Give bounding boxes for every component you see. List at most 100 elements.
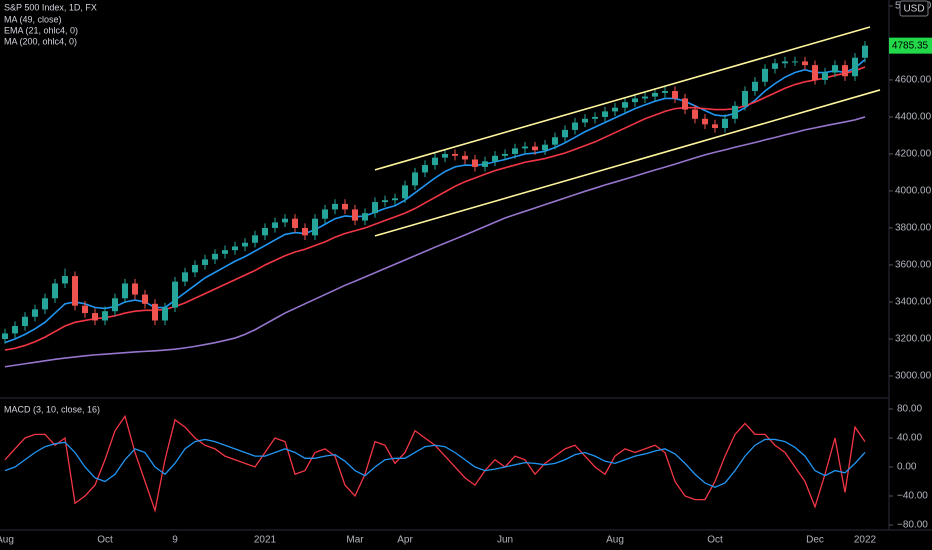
candle-body bbox=[412, 172, 418, 186]
candle-body bbox=[812, 65, 818, 80]
candle-body bbox=[402, 185, 408, 199]
candle-body bbox=[212, 253, 218, 260]
candle-body bbox=[852, 57, 858, 77]
candle-body bbox=[532, 146, 538, 151]
candle-body bbox=[522, 146, 528, 149]
candle-body bbox=[622, 102, 628, 108]
candle-body bbox=[352, 209, 358, 221]
x-tick-label: Aug bbox=[606, 535, 624, 546]
candle-body bbox=[772, 63, 778, 69]
macd-title: MACD (3, 10, close, 16) bbox=[4, 404, 100, 414]
y-tick-label: 3800.00 bbox=[895, 223, 932, 234]
x-tick-label: Mar bbox=[346, 535, 364, 546]
candle-body bbox=[782, 61, 788, 64]
y-tick-label: 40.00 bbox=[897, 433, 922, 444]
x-tick-label: Apr bbox=[397, 535, 413, 546]
x-tick-label: Jun bbox=[497, 535, 513, 546]
macd-line bbox=[4, 414, 866, 513]
y-tick-label: 4600.00 bbox=[895, 75, 932, 86]
candle-body bbox=[432, 157, 438, 166]
candle-body bbox=[82, 305, 88, 314]
candle-body bbox=[452, 153, 458, 156]
candle-body bbox=[272, 222, 278, 228]
y-tick-label: −80.00 bbox=[897, 520, 928, 531]
candle-body bbox=[252, 235, 258, 243]
candle-body bbox=[482, 161, 488, 167]
candle-body bbox=[282, 218, 288, 223]
candle-body bbox=[182, 272, 188, 282]
y-tick-label: 3600.00 bbox=[895, 260, 932, 271]
legend-entry: MA (200, ohlc4, 0) bbox=[4, 36, 77, 46]
x-tick-label: Oct bbox=[97, 535, 113, 546]
candle-body bbox=[802, 61, 808, 66]
candle-body bbox=[642, 96, 648, 99]
y-tick-label: 3400.00 bbox=[895, 297, 932, 308]
candle-body bbox=[752, 81, 758, 92]
candle-body bbox=[332, 203, 338, 210]
candle-body bbox=[342, 203, 348, 210]
candle-body bbox=[602, 111, 608, 117]
candle-body bbox=[192, 264, 198, 273]
candle-body bbox=[12, 326, 18, 334]
candle-body bbox=[132, 283, 138, 295]
candle-body bbox=[732, 105, 738, 119]
candle-body bbox=[152, 303, 158, 321]
chart-title: S&P 500 Index, 1D, FX bbox=[4, 2, 97, 12]
candle-body bbox=[202, 259, 208, 265]
candle-body bbox=[232, 246, 238, 251]
candle-body bbox=[222, 250, 228, 254]
candle-body bbox=[592, 116, 598, 119]
candle-body bbox=[562, 129, 568, 138]
candle-body bbox=[662, 91, 668, 93]
candle-body bbox=[552, 137, 558, 145]
candle-body bbox=[302, 227, 308, 236]
candle-body bbox=[512, 148, 518, 154]
candle-body bbox=[172, 281, 178, 308]
y-tick-label: 0.00 bbox=[897, 462, 917, 473]
overlay-line bbox=[4, 116, 866, 368]
candle-body bbox=[122, 283, 128, 299]
candle-body bbox=[722, 118, 728, 129]
candle-body bbox=[742, 91, 748, 106]
x-tick-label: 2021 bbox=[254, 535, 277, 546]
candle-body bbox=[142, 294, 148, 304]
candle-body bbox=[322, 209, 328, 219]
candle-body bbox=[32, 309, 38, 317]
x-tick-label: 9 bbox=[172, 535, 178, 546]
candle-body bbox=[612, 107, 618, 112]
candle-body bbox=[62, 276, 68, 284]
candle-body bbox=[792, 61, 798, 63]
y-tick-label: 4000.00 bbox=[895, 186, 932, 197]
candle-body bbox=[702, 118, 708, 125]
candle-body bbox=[472, 159, 478, 167]
overlay-line bbox=[4, 66, 866, 351]
candle-body bbox=[22, 316, 28, 327]
candle-body bbox=[582, 118, 588, 123]
last-price-label: 4785.35 bbox=[892, 40, 929, 51]
trendline bbox=[374, 89, 881, 237]
candle-body bbox=[672, 91, 678, 99]
legend-entry: EMA (21, ohlc4, 0) bbox=[4, 25, 78, 35]
candle-body bbox=[462, 155, 468, 160]
candle-body bbox=[102, 311, 108, 321]
candle-body bbox=[542, 144, 548, 151]
candle-body bbox=[502, 153, 508, 156]
y-tick-label: 4400.00 bbox=[895, 112, 932, 123]
candle-body bbox=[492, 155, 498, 162]
legend-entry: MA (49, close) bbox=[4, 14, 62, 24]
candle-body bbox=[392, 198, 398, 201]
candle-body bbox=[362, 213, 368, 221]
candle-body bbox=[112, 298, 118, 312]
candle-body bbox=[2, 333, 8, 339]
candle-body bbox=[822, 72, 828, 80]
candle-body bbox=[842, 65, 848, 77]
x-tick-label: 2022 bbox=[854, 535, 877, 546]
x-tick-label: Aug bbox=[0, 535, 14, 546]
y-tick-label: 4200.00 bbox=[895, 149, 932, 160]
macd-line bbox=[4, 438, 866, 489]
y-tick-label: 3200.00 bbox=[895, 334, 932, 345]
candle-body bbox=[862, 45, 868, 58]
y-tick-label: 3000.00 bbox=[895, 371, 932, 382]
last-price-badge bbox=[889, 37, 932, 54]
